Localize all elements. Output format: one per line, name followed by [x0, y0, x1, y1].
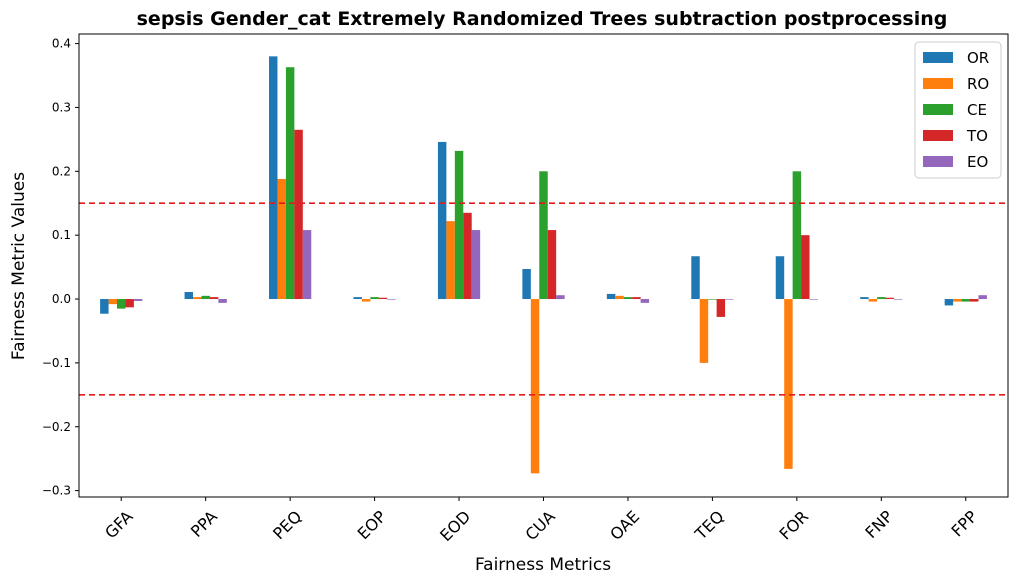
bar-or-peq: [269, 56, 278, 300]
bar-ro-gfa: [108, 299, 118, 305]
legend-label-eo: EO: [967, 153, 988, 171]
bar-ce-fnp: [877, 297, 886, 300]
bar-ce-oae: [623, 297, 633, 300]
x-tick-label-fnp: FNP: [861, 507, 896, 542]
y-tick-label: −0.2: [42, 420, 71, 434]
bar-ro-peq: [277, 178, 286, 300]
legend-swatch-ce: [923, 104, 953, 115]
bar-or-teq: [691, 256, 700, 300]
legend-box: [914, 41, 1002, 179]
x-axis-label: Fairness Metrics: [475, 555, 611, 575]
y-tick-label: −0.1: [42, 356, 71, 370]
bar-ce-ppa: [201, 295, 210, 300]
legend-label-ro: RO: [967, 75, 989, 93]
bar-ro-cua: [530, 299, 540, 474]
bar-ce-peq: [285, 67, 295, 300]
bar-ro-for: [784, 299, 793, 469]
bar-ro-eop: [361, 299, 371, 302]
bar-to-eop: [378, 297, 388, 300]
x-tick-label-fpp: FPP: [948, 507, 982, 541]
chart-title: sepsis Gender_cat Extremely Randomized T…: [137, 8, 948, 30]
bar-to-fpp: [970, 299, 979, 302]
x-tick-label-for: FOR: [775, 507, 812, 544]
legend-label-ce: CE: [967, 101, 987, 119]
bar-to-oae: [632, 297, 641, 300]
bar-to-fnp: [885, 297, 894, 300]
bar-or-oae: [606, 293, 616, 300]
bar-or-fpp: [944, 299, 954, 306]
bar-or-ppa: [184, 292, 194, 300]
legend-label-to: TO: [966, 127, 988, 145]
legend-swatch-eo: [923, 156, 953, 167]
y-tick-label: −0.3: [42, 484, 71, 498]
bar-eo-fpp: [978, 295, 987, 300]
bar-eo-for: [809, 299, 818, 300]
x-tick-label-oae: OAE: [606, 507, 643, 544]
bar-to-teq: [716, 299, 726, 317]
bar-or-eop: [353, 297, 362, 300]
bar-ce-fpp: [961, 299, 970, 302]
bar-ce-gfa: [117, 299, 126, 309]
bar-to-ppa: [209, 297, 219, 300]
bar-ro-oae: [615, 295, 624, 300]
x-tick-label-cua: CUA: [521, 507, 558, 544]
bar-eo-cua: [556, 295, 565, 300]
bar-or-eod: [437, 141, 447, 300]
bar-eo-eop: [387, 299, 396, 300]
legend-swatch-ro: [923, 78, 953, 89]
legend: OR RO CE TO EO: [914, 41, 1002, 179]
bar-or-for: [775, 256, 785, 300]
bar-ro-eod: [446, 221, 455, 300]
y-tick-label: 0.4: [52, 37, 71, 51]
bar-ro-fnp: [868, 299, 878, 302]
x-tick-label-ppa: PPA: [187, 507, 221, 541]
bar-ce-for: [792, 171, 802, 300]
x-tick-label-peq: PEQ: [269, 507, 305, 543]
bar-ce-eod: [454, 150, 464, 300]
bar-ro-ppa: [193, 297, 202, 300]
y-tick-label: 0.0: [52, 292, 71, 306]
bar-ro-fpp: [953, 299, 962, 302]
y-tick-label: 0.2: [52, 164, 71, 178]
bar-ro-teq: [699, 299, 709, 363]
bar-ce-cua: [539, 171, 548, 300]
bar-to-for: [801, 235, 810, 300]
bar-or-cua: [522, 269, 531, 300]
bar-eo-gfa: [133, 299, 143, 301]
y-axis-label: Fairness Metric Values: [9, 172, 29, 360]
bar-or-fnp: [860, 297, 869, 300]
bar-eo-fnp: [893, 299, 903, 300]
x-tick-label-gfa: GFA: [101, 507, 136, 542]
bar-eo-ppa: [218, 299, 227, 303]
legend-swatch-or: [923, 52, 953, 63]
x-tick-label-eop: EOP: [354, 507, 391, 544]
bar-ce-teq: [708, 299, 717, 300]
bar-eo-oae: [640, 299, 650, 303]
bar-eo-teq: [725, 299, 734, 300]
legend-swatch-to: [923, 130, 953, 141]
legend-label-or: OR: [967, 49, 989, 67]
bar-eo-eod: [471, 230, 481, 300]
bar-to-eod: [463, 212, 472, 300]
y-tick-label: 0.3: [52, 100, 71, 114]
bar-eo-peq: [302, 230, 312, 300]
bar-to-cua: [547, 230, 557, 300]
y-tick-label: 0.1: [52, 228, 71, 242]
x-tick-label-teq: TEQ: [691, 507, 728, 544]
x-tick-label-eod: EOD: [436, 507, 474, 545]
plot-area: −0.3 −0.2 −0.1 0.0 0.1 0.2 0.3 0.4 GFA PPA PEQ EOP E…: [42, 33, 1009, 545]
bar-ce-eop: [370, 297, 379, 300]
bar-or-gfa: [100, 299, 109, 314]
bar-to-peq: [294, 129, 303, 300]
bar-to-gfa: [125, 299, 134, 308]
